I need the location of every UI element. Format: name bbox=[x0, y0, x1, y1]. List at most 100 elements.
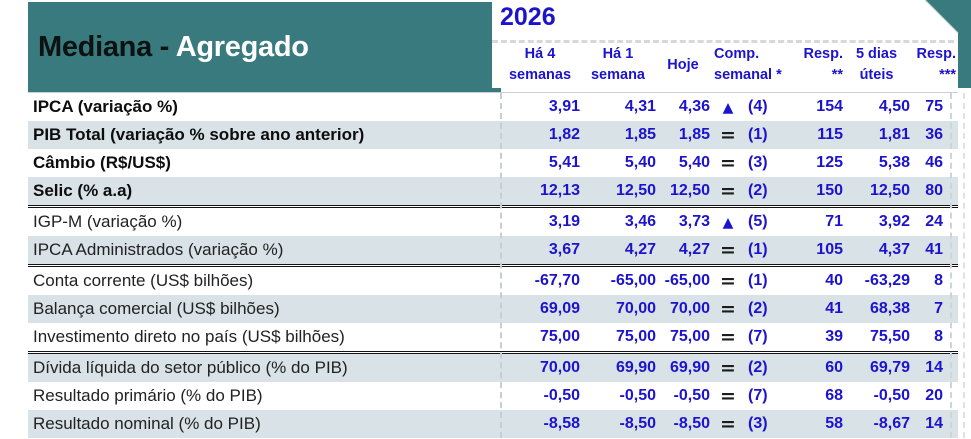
row-label: Selic (% a.a) bbox=[33, 181, 133, 200]
cell-ha4: 1,82 bbox=[548, 126, 580, 143]
col-header-resp-2: Resp. ** bbox=[803, 46, 844, 83]
cell-ha1: 5,40 bbox=[624, 154, 656, 171]
cell-5-dias: 5,38 bbox=[878, 154, 910, 171]
indicators-table: IPCA (variação %) 3,91 4,31 4,36 ▲ (4) 1… bbox=[28, 92, 958, 438]
cell-ha1: 12,50 bbox=[615, 182, 656, 199]
equal-icon: = bbox=[720, 356, 736, 379]
cell-5-dias: 68,38 bbox=[869, 300, 910, 317]
cell-ha1: -0,50 bbox=[619, 387, 656, 404]
cell-comp-n: (3) bbox=[748, 415, 768, 432]
title-box: Mediana - Agregado bbox=[28, 2, 501, 93]
row-label: Conta corrente (US$ bilhões) bbox=[33, 271, 254, 290]
corner-fold-icon bbox=[925, 0, 971, 88]
row-label: IPCA (variação %) bbox=[33, 97, 178, 116]
row-pib-total: PIB Total (variação % sobre ano anterior… bbox=[28, 121, 958, 149]
cell-hoje: 12,50 bbox=[669, 182, 710, 199]
header-divider bbox=[492, 40, 954, 43]
equal-icon: = bbox=[720, 412, 736, 435]
cell-5-dias: 4,37 bbox=[878, 241, 910, 258]
equal-icon: = bbox=[720, 123, 736, 146]
cell-ha1: 4,31 bbox=[624, 98, 656, 115]
col-header-resp-3: Resp. *** bbox=[916, 46, 957, 83]
cell-comp-n: (3) bbox=[748, 154, 768, 171]
cell-ha1: -65,00 bbox=[610, 272, 656, 289]
cell-resp: 40 bbox=[825, 272, 843, 289]
cell-hoje: 3,73 bbox=[678, 213, 710, 230]
row-label: IPCA Administrados (variação %) bbox=[33, 240, 284, 259]
cell-resp: 71 bbox=[825, 213, 843, 230]
column-headers: Há 4 semanas Há 1 semana Hoje Comp. semanal… bbox=[28, 42, 958, 88]
cell-resp3: 20 bbox=[925, 387, 943, 404]
cell-ha4: 3,67 bbox=[548, 241, 580, 258]
equal-icon: = bbox=[720, 238, 736, 261]
cell-ha4: 5,41 bbox=[548, 154, 580, 171]
cell-hoje: 4,27 bbox=[678, 241, 710, 258]
row-resultado-nominal: Resultado nominal (% do PIB) -8,58 -8,50… bbox=[28, 410, 958, 438]
row-conta-corrente: Conta corrente (US$ bilhões) -67,70 -65,… bbox=[28, 267, 958, 295]
section-divider bbox=[28, 351, 958, 354]
cell-ha4: -8,58 bbox=[543, 415, 580, 432]
cell-hoje: 70,00 bbox=[669, 300, 710, 317]
cell-ha1: 3,46 bbox=[624, 213, 656, 230]
cell-resp3: 14 bbox=[925, 415, 943, 432]
cell-ha4: 12,13 bbox=[539, 182, 580, 199]
cell-ha1: 1,85 bbox=[624, 126, 656, 143]
cell-5-dias: -0,50 bbox=[873, 387, 910, 404]
cell-hoje: 4,36 bbox=[678, 98, 710, 115]
cell-hoje: -65,00 bbox=[664, 272, 710, 289]
cell-ha1: 69,90 bbox=[615, 359, 656, 376]
cell-resp3: 80 bbox=[925, 182, 943, 199]
cell-resp3: 8 bbox=[934, 272, 943, 289]
cell-hoje: 5,40 bbox=[678, 154, 710, 171]
right-column-divider bbox=[950, 93, 952, 438]
col-header-ha-4-semanas: Há 4 semanas bbox=[508, 46, 572, 83]
row-divida-liquida: Dívida líquida do setor público (% do PI… bbox=[28, 354, 958, 382]
cell-comp-n: (1) bbox=[748, 241, 768, 258]
row-igpm: IGP-M (variação %) 3,19 3,46 3,73 ▲ (5) … bbox=[28, 208, 958, 236]
cell-comp-n: (4) bbox=[748, 98, 768, 115]
row-label: Investimento direto no país (US$ bilhões… bbox=[33, 327, 345, 346]
page-title: Mediana - Agregado bbox=[28, 31, 309, 64]
cell-5-dias: 75,50 bbox=[869, 328, 910, 345]
row-label: Dívida líquida do setor público (% do PI… bbox=[33, 358, 348, 377]
equal-icon: = bbox=[720, 179, 736, 202]
cell-ha4: -0,50 bbox=[543, 387, 580, 404]
year-label: 2026 bbox=[500, 3, 556, 31]
row-label: Câmbio (R$/US$) bbox=[33, 153, 171, 172]
row-cambio: Câmbio (R$/US$) 5,41 5,40 5,40 = (3) 125… bbox=[28, 149, 958, 177]
cell-resp: 150 bbox=[816, 182, 843, 199]
row-label: PIB Total (variação % sobre ano anterior… bbox=[33, 125, 365, 144]
title-part-mediana: Mediana - bbox=[38, 31, 176, 63]
table-right-edge-divider bbox=[963, 93, 965, 438]
cell-ha4: -67,70 bbox=[534, 272, 580, 289]
cell-hoje: -8,50 bbox=[673, 415, 710, 432]
cell-hoje: -0,50 bbox=[673, 387, 710, 404]
cell-resp: 68 bbox=[825, 387, 843, 404]
cell-ha4: 69,09 bbox=[539, 300, 580, 317]
cell-ha4: 75,00 bbox=[539, 328, 580, 345]
row-selic: Selic (% a.a) 12,13 12,50 12,50 = (2) 15… bbox=[28, 177, 958, 205]
section-divider bbox=[28, 205, 958, 208]
equal-icon: = bbox=[720, 384, 736, 407]
equal-icon: = bbox=[720, 151, 736, 174]
cell-ha1: 70,00 bbox=[615, 300, 656, 317]
title-part-agregado: Agregado bbox=[175, 31, 309, 63]
cell-hoje: 69,90 bbox=[669, 359, 710, 376]
cell-ha4: 70,00 bbox=[539, 359, 580, 376]
cell-5-dias: 3,92 bbox=[878, 213, 910, 230]
cell-resp3: 24 bbox=[925, 213, 943, 230]
cell-resp: 60 bbox=[825, 359, 843, 376]
row-ipca-administrados: IPCA Administrados (variação %) 3,67 4,2… bbox=[28, 236, 958, 264]
col-header-5-dias-uteis: 5 dias úteis bbox=[855, 46, 898, 83]
row-label: Resultado primário (% do PIB) bbox=[33, 386, 263, 405]
cell-comp-n: (2) bbox=[748, 359, 768, 376]
cell-comp-n: (7) bbox=[748, 387, 768, 404]
cell-resp: 125 bbox=[816, 154, 843, 171]
cell-ha1: 4,27 bbox=[624, 241, 656, 258]
cell-resp: 105 bbox=[816, 241, 843, 258]
trend-up-icon: ▲ bbox=[722, 99, 734, 116]
equal-icon: = bbox=[720, 269, 736, 292]
cell-resp3: 41 bbox=[925, 241, 943, 258]
cell-resp3: 8 bbox=[934, 328, 943, 345]
